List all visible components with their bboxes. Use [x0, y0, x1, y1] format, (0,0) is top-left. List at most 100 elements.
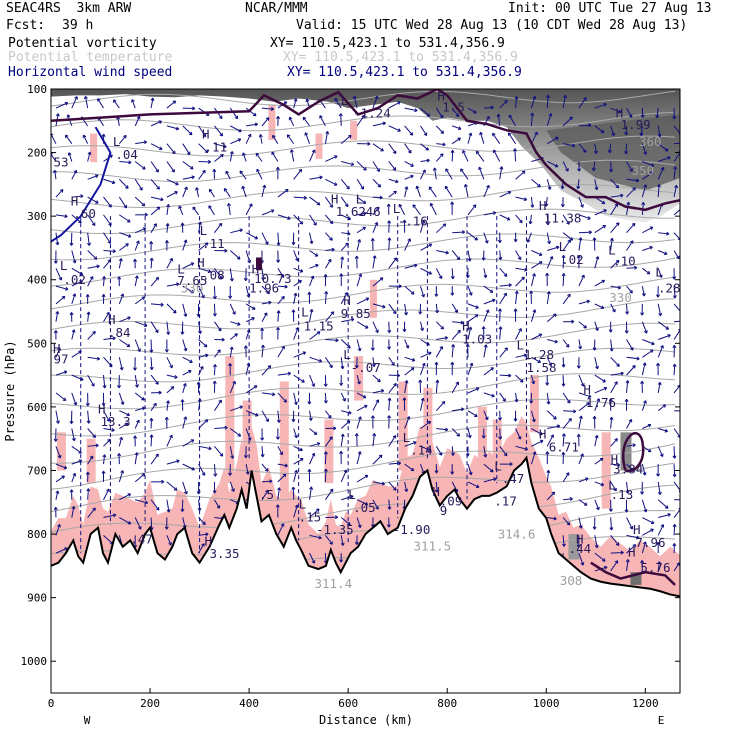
wind-arrow	[642, 349, 654, 358]
wind-arrow	[388, 461, 402, 466]
wind-arrow	[594, 374, 606, 383]
wind-arrow	[182, 239, 188, 251]
wind-arrow	[658, 231, 670, 236]
wind-arrow	[192, 206, 199, 216]
wind-arrow	[119, 410, 130, 417]
wind-arrow	[293, 445, 303, 452]
wind-arrow	[483, 392, 495, 398]
wind-arrow	[483, 309, 490, 322]
wind-arrow	[277, 463, 288, 468]
wind-arrow	[119, 316, 131, 323]
wind-arrow	[119, 160, 132, 165]
wind-arrow	[261, 268, 266, 281]
wind-arrow	[578, 499, 588, 506]
wind-arrow	[656, 184, 661, 198]
wind-arrow	[436, 250, 449, 255]
wind-arrow	[657, 125, 662, 138]
wind-arrow	[547, 161, 559, 168]
wind-arrow	[562, 94, 568, 109]
wind-arrow	[261, 107, 275, 111]
wind-arrow	[245, 107, 257, 117]
wind-arrow	[71, 96, 78, 109]
wind-arrow	[404, 285, 415, 295]
wind-arrow	[198, 353, 209, 358]
wind-arrow	[256, 168, 263, 180]
wind-arrow	[356, 273, 363, 287]
wind-arrow	[547, 424, 561, 430]
wind-arrow	[481, 428, 486, 439]
extremum-label: .5	[259, 487, 274, 502]
wind-arrow	[195, 187, 200, 198]
extremum-label: H	[205, 533, 213, 548]
wind-arrow	[164, 240, 169, 251]
extremum-label: .09	[440, 493, 463, 508]
wind-arrow	[404, 356, 416, 362]
wind-arrow	[245, 303, 256, 310]
wind-arrow	[546, 256, 554, 269]
wind-arrow	[673, 384, 680, 394]
wind-arrow	[277, 446, 283, 456]
wind-arrow	[610, 125, 616, 136]
wind-arrow	[276, 250, 281, 263]
wind-arrow	[261, 463, 269, 472]
extremum-label: H	[98, 401, 106, 416]
wind-arrow	[594, 256, 600, 269]
wind-arrow	[625, 481, 630, 494]
wind-arrow	[118, 293, 125, 305]
wind-arrow	[212, 380, 217, 393]
wind-arrow	[530, 451, 537, 465]
extremum-label: L	[177, 261, 185, 276]
wind-arrow	[499, 214, 511, 221]
wind-arrow	[356, 196, 367, 204]
extremum-label: .46	[358, 204, 381, 219]
wind-arrow	[150, 97, 155, 109]
wind-arrow	[546, 434, 554, 447]
pv-streak	[279, 381, 289, 535]
y-tick-label: 200	[27, 147, 47, 160]
isentrope	[51, 90, 676, 107]
wind-arrow	[334, 97, 342, 109]
wind-arrow	[594, 357, 599, 370]
wind-arrow	[436, 142, 446, 147]
wind-arrow	[277, 392, 287, 403]
wind-arrow	[134, 161, 146, 170]
wind-arrow	[164, 339, 169, 353]
wind-arrow	[182, 339, 188, 352]
wind-arrow	[387, 499, 392, 510]
wind-arrow	[208, 205, 215, 216]
wind-arrow	[230, 138, 242, 145]
extremum-label: L	[341, 93, 349, 108]
wind-arrow	[672, 543, 677, 554]
extremum-label: H	[628, 544, 636, 559]
wind-arrow	[578, 517, 583, 529]
wind-arrow	[483, 477, 497, 483]
wind-arrow	[134, 179, 143, 191]
wind-arrow	[182, 369, 192, 376]
wind-arrow	[166, 204, 171, 215]
center-label: NCAR/MMM	[245, 1, 308, 16]
wind-arrow	[372, 178, 382, 188]
wind-arrow	[404, 263, 418, 269]
wind-arrow	[340, 535, 345, 546]
wind-arrow	[53, 250, 58, 264]
wind-arrow	[420, 169, 426, 180]
wind-arrow	[610, 193, 624, 198]
wind-arrow	[404, 174, 414, 180]
wind-arrow	[308, 410, 313, 421]
isentrope	[51, 347, 676, 383]
wind-arrow	[53, 428, 58, 442]
wind-arrow	[513, 148, 517, 162]
wind-arrow	[594, 125, 605, 134]
wind-arrow	[450, 464, 455, 475]
wind-arrow	[119, 422, 129, 429]
wind-arrow	[341, 317, 355, 323]
wind-arrow	[561, 255, 566, 269]
extremum-label: 7.96	[635, 535, 665, 550]
wind-arrow	[55, 311, 60, 322]
wind-arrow	[166, 400, 170, 411]
wind-arrow	[642, 517, 655, 525]
wind-arrow	[182, 262, 195, 269]
wind-arrow	[372, 161, 380, 172]
y-tick-label: 800	[27, 528, 47, 541]
wind-arrow	[546, 313, 557, 323]
